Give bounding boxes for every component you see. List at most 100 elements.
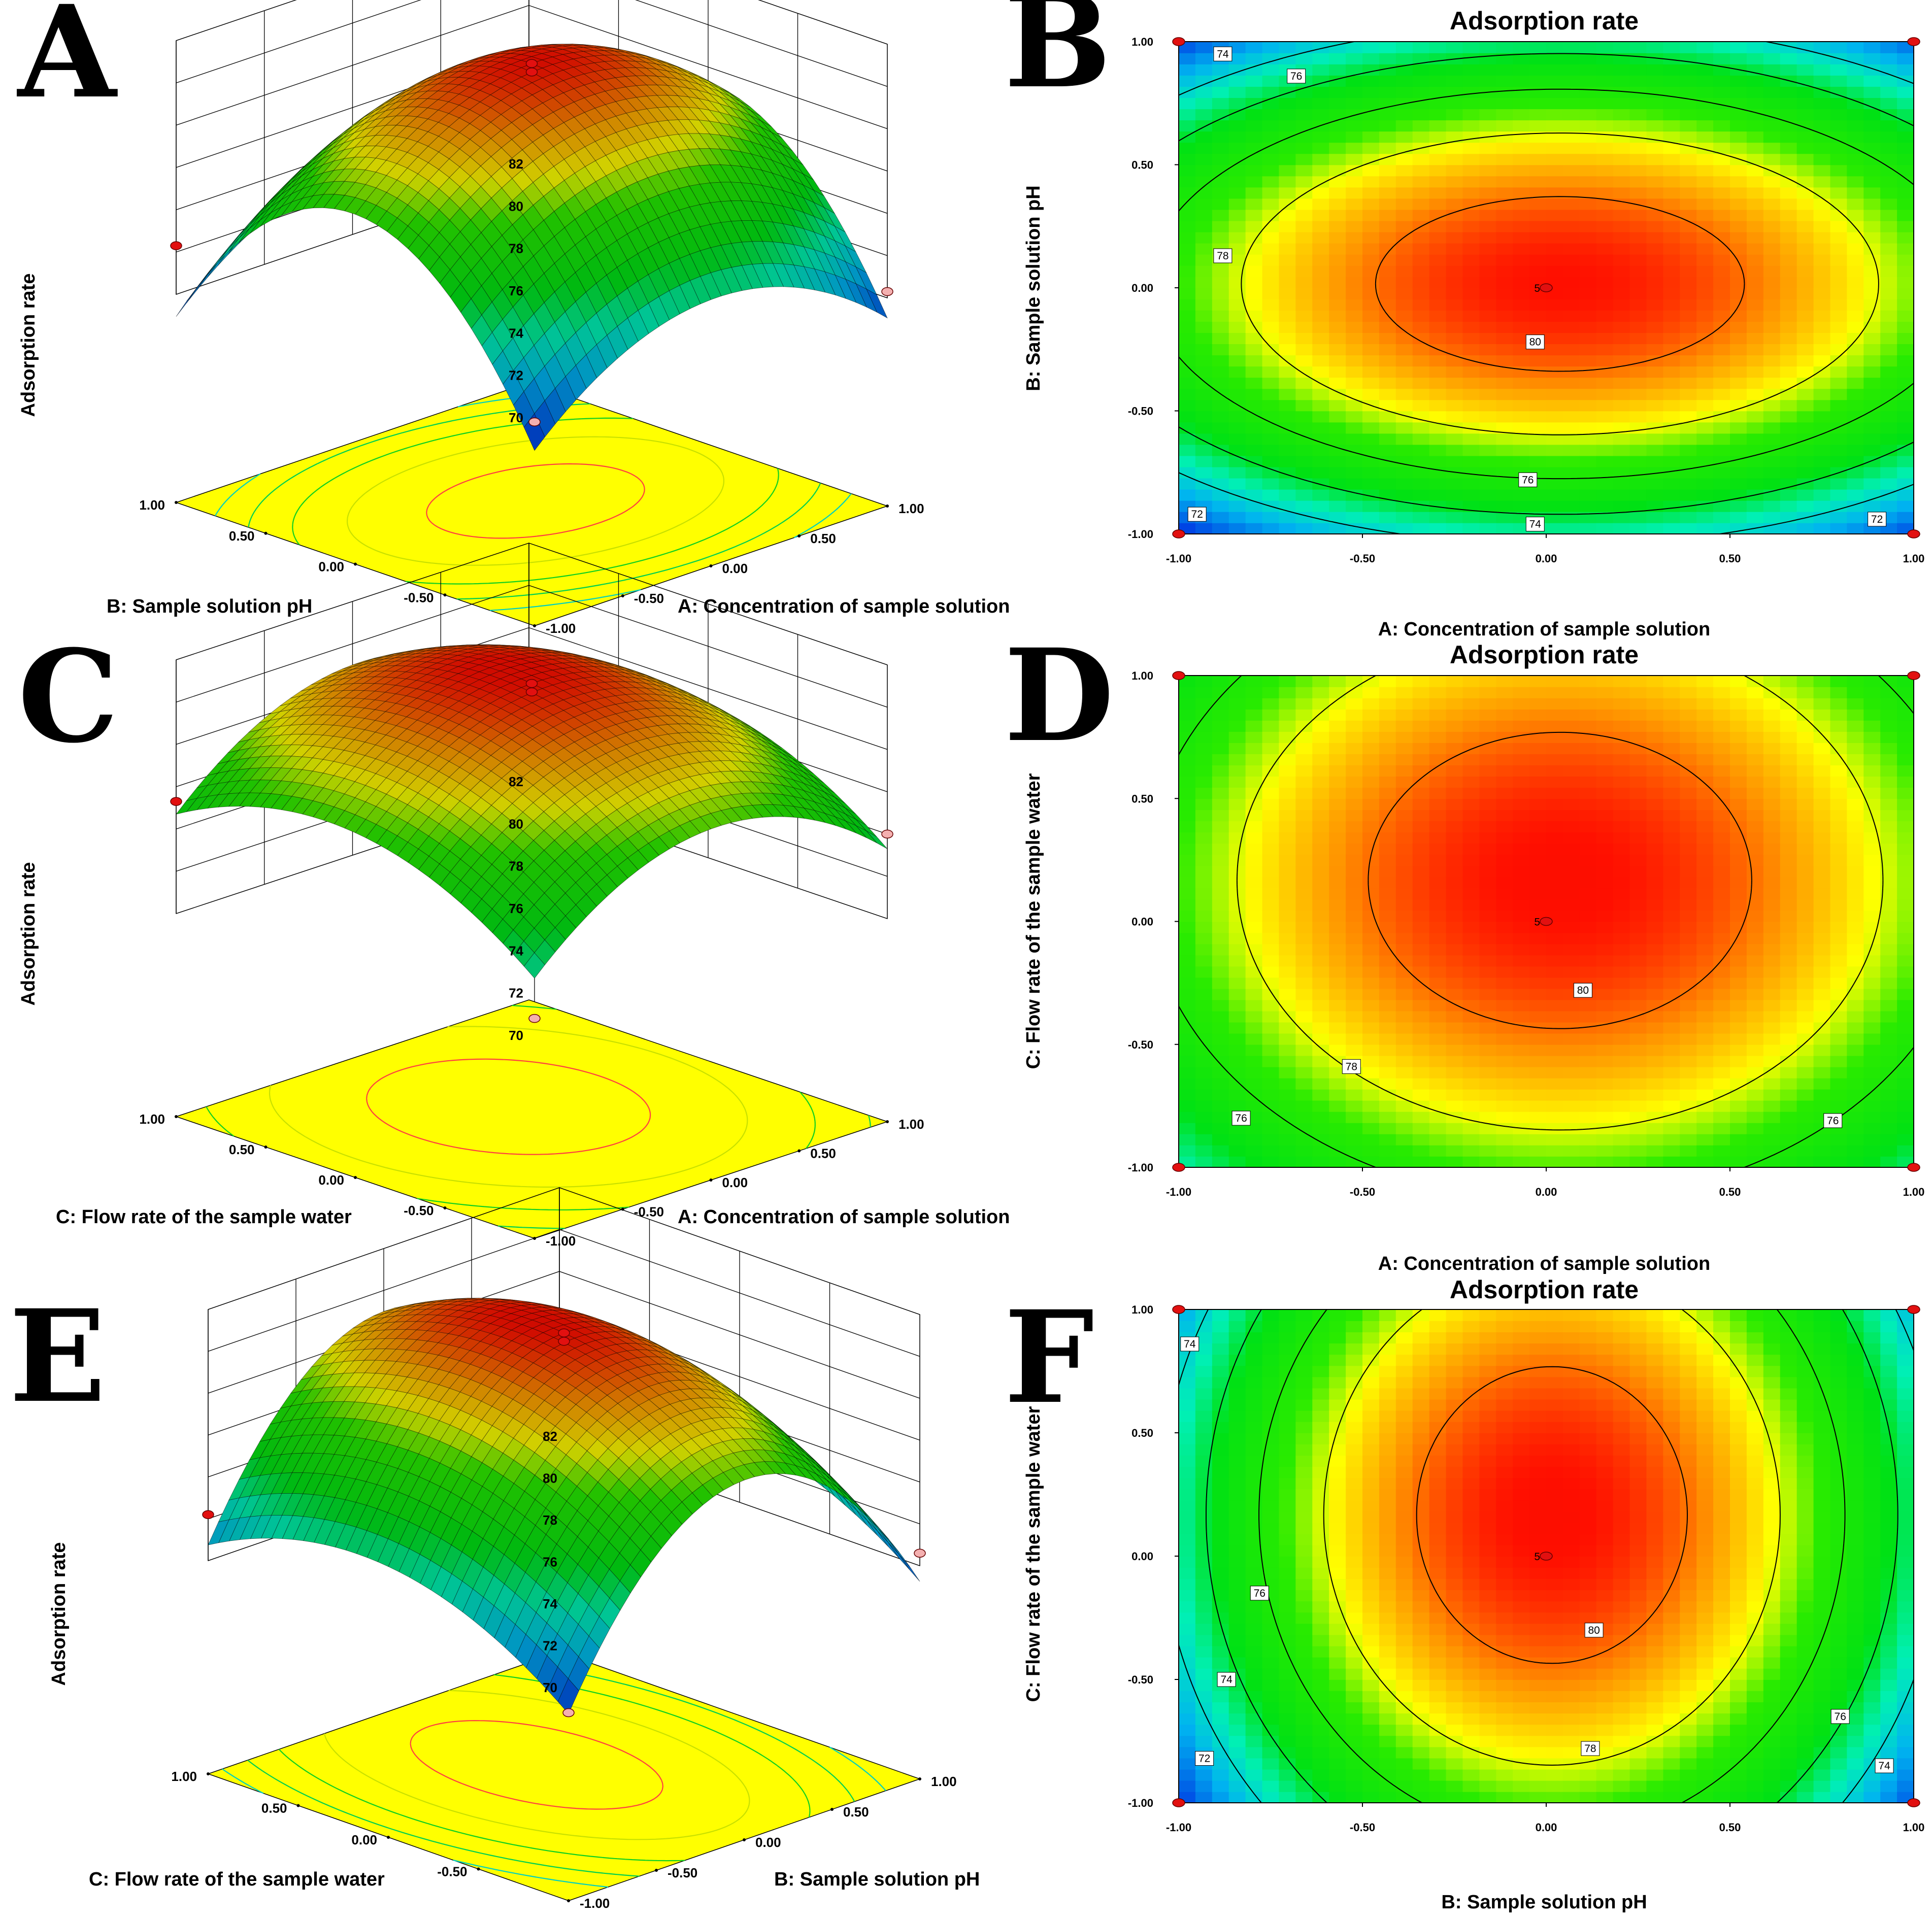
heat-cell (1596, 86, 1614, 98)
heat-cell (1813, 243, 1831, 255)
heat-cell (1696, 310, 1714, 322)
heat-cell (1195, 743, 1213, 754)
heat-cell (1362, 176, 1380, 188)
heat-cell (1179, 231, 1196, 244)
heat-cell (1312, 1133, 1329, 1146)
heat-cell (1329, 355, 1346, 367)
heat-cell (1830, 377, 1848, 389)
heat-cell (1663, 388, 1681, 400)
heat-cell (1680, 478, 1697, 490)
heat-cell (1746, 422, 1764, 434)
heat-cell (1179, 1033, 1196, 1045)
heat-cell (1179, 321, 1196, 333)
heat-cell (1680, 310, 1697, 322)
heat-cell (1245, 843, 1263, 855)
heat-cell (1446, 153, 1463, 165)
heat-cell (1195, 209, 1213, 221)
heat-cell (1179, 821, 1196, 833)
heat-cell (1329, 97, 1346, 110)
heat-cell (1262, 1145, 1280, 1157)
heat-cell (1362, 888, 1380, 900)
heat-cell (1279, 787, 1296, 799)
heat-cell (1295, 399, 1313, 412)
heat-cell (1462, 399, 1480, 412)
heat-cell (1663, 75, 1681, 87)
heat-cell (1746, 265, 1764, 277)
heat-cell (1346, 466, 1363, 479)
heat-cell (1429, 377, 1447, 389)
heat-cell (1212, 1078, 1229, 1090)
heat-cell (1262, 511, 1280, 523)
heat-cell (1713, 299, 1730, 311)
heat-cell (1346, 1122, 1363, 1134)
heat-cell (1228, 720, 1246, 732)
heat-cell (1212, 1011, 1229, 1023)
heat-cell (1646, 478, 1664, 490)
heat-cell (1195, 955, 1213, 967)
heat-cell (1646, 187, 1664, 199)
heat-cell (1646, 198, 1664, 210)
heat-cell (1713, 265, 1730, 277)
heat-cell (1680, 176, 1697, 188)
heat-cell (1346, 142, 1363, 154)
heat-cell (1847, 366, 1864, 378)
heat-cell (1813, 433, 1831, 445)
heat-cell (1212, 999, 1229, 1012)
heat-cell (1562, 153, 1580, 165)
heat-cell (1362, 955, 1380, 967)
heat-cell (1312, 843, 1329, 855)
heat-cell (1796, 366, 1814, 378)
heat-cell (1830, 388, 1848, 400)
heat-cell (1446, 332, 1463, 345)
heat-cell (1312, 355, 1329, 367)
heat-cell (1279, 500, 1296, 512)
heat-cell (1579, 366, 1597, 378)
heat-cell (1579, 478, 1597, 490)
heat-cell (1496, 299, 1513, 311)
heat-cell (1179, 377, 1196, 389)
heat-cell (1730, 131, 1747, 143)
heat-cell (1880, 198, 1897, 210)
heat-cell (1596, 332, 1614, 345)
heat-cell (1596, 299, 1614, 311)
heat-cell (1279, 97, 1296, 110)
heat-cell (1496, 231, 1513, 244)
heat-cell (1379, 231, 1396, 244)
heat-cell (1212, 676, 1229, 687)
heat-cell (1295, 932, 1313, 945)
heat-cell (1680, 254, 1697, 266)
heat-cell (1228, 1044, 1246, 1056)
heat-cell (1312, 676, 1329, 687)
heat-cell (1830, 220, 1848, 232)
heat-cell (1897, 299, 1914, 311)
heat-cell (1212, 231, 1229, 244)
heat-cell (1245, 75, 1263, 87)
heat-cell (1629, 444, 1647, 456)
heat-cell (1479, 254, 1497, 266)
heat-cell (1763, 120, 1781, 132)
heat-cell (1746, 288, 1764, 299)
heat-cell (1245, 1078, 1263, 1090)
heat-cell (1546, 86, 1563, 98)
heat-cell (1295, 731, 1313, 743)
heat-cell (1780, 411, 1797, 423)
heat-cell (1696, 164, 1714, 177)
heat-cell (1362, 1122, 1380, 1134)
heat-cell (1880, 265, 1897, 277)
heat-cell (1212, 798, 1229, 811)
heat-cell (1813, 265, 1831, 277)
heat-cell (1195, 344, 1213, 356)
heat-cell (1412, 42, 1430, 53)
heat-cell (1212, 198, 1229, 210)
heat-cell (1763, 355, 1781, 367)
heat-cell (1462, 455, 1480, 467)
heat-cell (1562, 366, 1580, 378)
heat-cell (1262, 832, 1280, 844)
heat-cell (1830, 176, 1848, 188)
contour-label-text: 78 (1217, 250, 1228, 262)
heat-cell (1362, 299, 1380, 311)
heat-cell (1412, 422, 1430, 434)
heat-cell (1579, 97, 1597, 110)
heat-cell (1329, 877, 1346, 889)
heat-cell (1262, 1111, 1280, 1123)
